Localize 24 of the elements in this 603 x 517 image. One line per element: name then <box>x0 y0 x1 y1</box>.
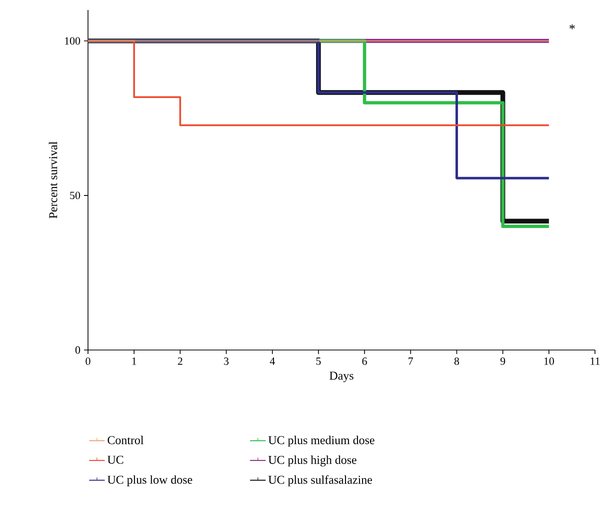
x-tick-label: 10 <box>544 358 554 365</box>
legend-label: UC plus low dose <box>107 475 192 486</box>
x-tick-label: 6 <box>362 358 367 365</box>
x-tick-label: 8 <box>454 358 460 365</box>
legend-label: Control <box>108 436 144 444</box>
x-tick-label: 1 <box>132 358 136 365</box>
x-tick-label: 7 <box>408 358 414 365</box>
x-axis-title: Days <box>330 372 354 382</box>
y-tick-label: 0 <box>75 346 80 354</box>
x-tick-label: 11 <box>590 358 600 365</box>
x-tick-label: 4 <box>270 358 275 365</box>
y-tick-label: 100 <box>65 37 80 45</box>
y-tick-label: 50 <box>70 192 80 200</box>
annotation: * <box>570 24 575 30</box>
legend-label: UC plus high dose <box>268 456 356 466</box>
x-tick-label: 5 <box>316 358 321 365</box>
x-tick-label: 2 <box>178 358 182 365</box>
y-axis-title: Percent survival <box>48 142 58 218</box>
legend-label: UC plus medium dose <box>268 436 374 447</box>
x-tick-label: 3 <box>224 358 229 365</box>
x-tick-label: 9 <box>500 358 506 365</box>
legend-label: UC <box>107 456 124 464</box>
legend-label: UC plus sulfasalazine <box>268 475 372 486</box>
x-tick-label: 0 <box>86 358 90 365</box>
